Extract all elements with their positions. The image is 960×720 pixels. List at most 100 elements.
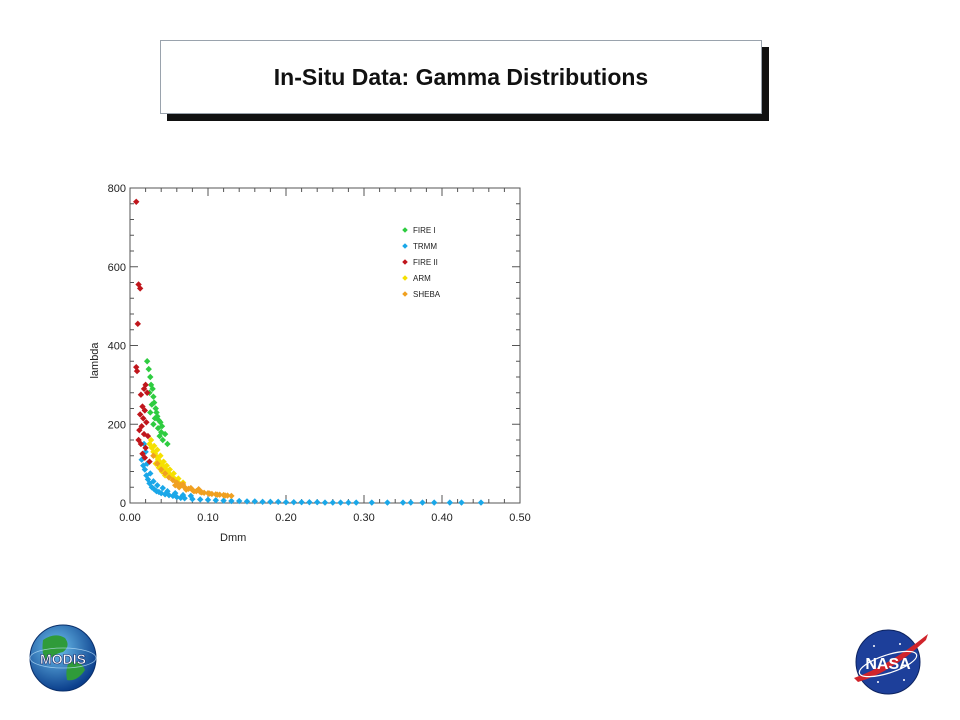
data-point [179,480,187,488]
data-point [133,198,140,205]
data-point [275,498,282,506]
data-point [337,499,344,506]
data-point [228,497,235,505]
data-point [446,499,453,506]
data-point [187,492,195,500]
legend-label: FIRE I [413,226,436,235]
data-point [172,482,179,489]
data-point [150,393,157,400]
data-point [321,499,329,506]
series-fire-ii [133,198,153,465]
legend-label: ARM [413,274,431,283]
legend-marker [402,275,408,281]
legend: FIRE I TRMM FIRE II ARM SHEBA [402,226,441,299]
y-tick-label: 600 [108,262,126,274]
data-point [477,499,485,506]
data-point [166,466,173,473]
data-point [157,419,164,426]
data-point [197,496,204,503]
data-point [157,452,164,459]
legend-label: FIRE II [413,258,438,267]
data-point [137,391,145,398]
modis-logo-text: MODIS [40,651,86,667]
legend-marker [402,259,408,265]
data-point [136,411,144,418]
legend-label: TRMM [413,242,437,251]
data-point [399,499,407,506]
data-point [314,499,321,506]
data-point [152,405,159,412]
data-point [149,385,156,393]
data-point [160,458,167,465]
data-point [142,381,149,389]
data-point [163,462,170,469]
data-point [458,499,465,506]
data-point [144,432,152,440]
data-point [150,486,158,493]
y-tick-label: 200 [108,419,126,431]
x-tick-label: 0.20 [275,512,296,524]
data-point [220,497,227,504]
data-point [137,440,145,448]
series-trmm [138,440,485,506]
data-point [175,484,183,491]
y-axis-label: lambda [89,342,101,379]
legend-marker [402,227,408,233]
data-point [151,415,159,422]
data-point [431,499,438,506]
data-point [139,403,146,410]
data-point [156,432,163,440]
y-tick-label: 0 [120,498,126,510]
data-point [133,367,141,375]
data-point [145,365,152,373]
data-point [154,424,162,432]
data-point [135,281,142,288]
nasa-logo: NASA [854,629,928,695]
slide-title-box: In-Situ Data: Gamma Distributions [160,40,762,114]
data-point [161,430,169,438]
data-point [143,419,150,426]
data-point [154,482,161,489]
x-tick-label: 0.30 [353,512,374,524]
data-points [133,198,485,506]
series-sheba [150,452,235,500]
y-tick-label: 800 [108,183,126,195]
plot-frame [129,187,521,504]
data-point [136,426,143,434]
data-point [155,417,163,424]
x-tick-label: 0.10 [197,512,218,524]
x-tick-label: 0.50 [509,512,530,524]
series-fire-i [143,358,171,448]
data-point [154,446,161,454]
axis-tick-labels: 0.00 0.10 0.20 0.30 0.40 0.50 0 200 400 600 800 [108,183,531,524]
data-point [158,423,166,430]
data-point [147,470,154,477]
legend-label: SHEBA [413,290,441,299]
scatter-chart: 0.00 0.10 0.20 0.30 0.40 0.50 0 200 400 600 800 FI… [89,183,531,544]
data-point [212,497,219,504]
x-tick-label: 0.00 [119,512,140,524]
data-point [143,389,151,396]
data-point [179,491,187,499]
data-point [170,470,177,477]
y-tick-label: 400 [108,341,126,353]
data-point [353,499,360,506]
data-point [298,499,305,506]
data-point [134,320,141,328]
data-point [164,440,171,448]
data-point [133,363,140,371]
data-point [243,498,251,505]
data-point [384,499,391,506]
data-point [141,407,149,414]
x-axis-label: Dmm [220,532,246,544]
data-point [153,409,160,416]
slide-title: In-Situ Data: Gamma Distributions [273,63,649,90]
data-point [147,381,155,389]
data-point [142,448,149,456]
legend-marker [402,243,408,249]
data-point [368,499,375,506]
data-point [140,385,148,393]
data-point [148,484,156,491]
data-point [161,470,169,477]
data-point [251,498,258,505]
